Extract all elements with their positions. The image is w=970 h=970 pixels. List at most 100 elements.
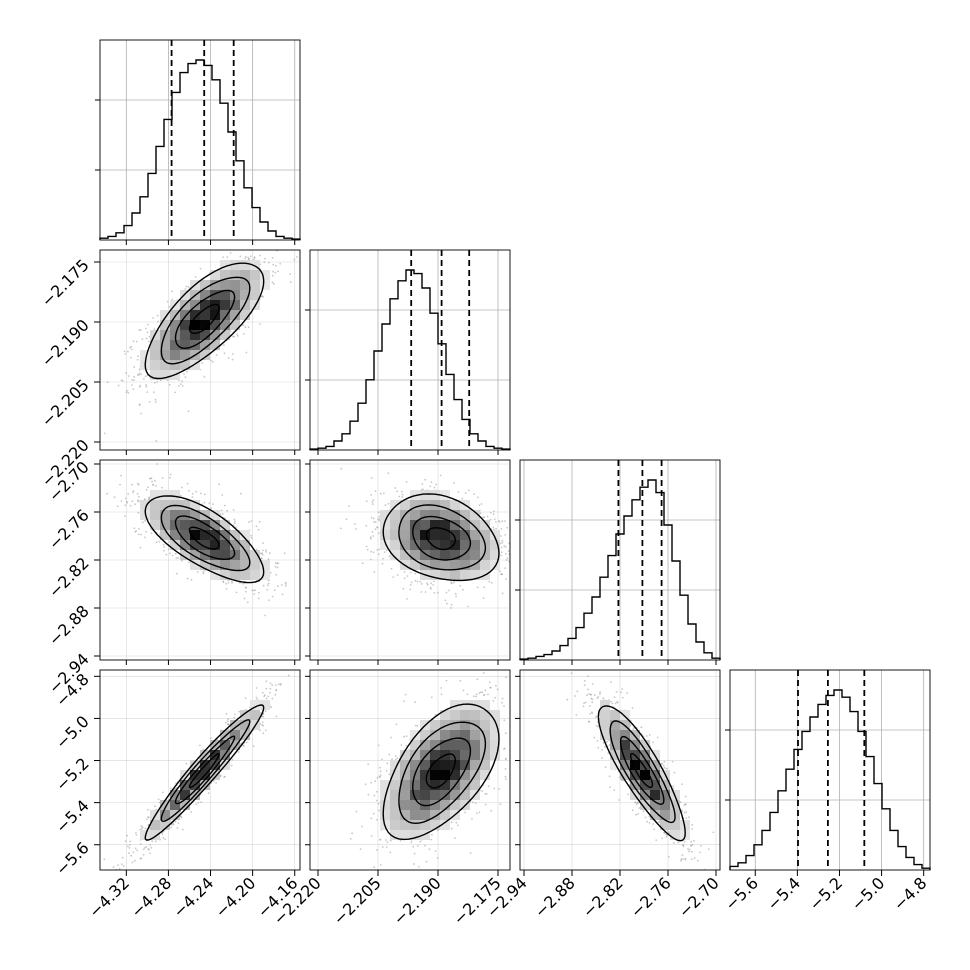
- sample-point: [108, 872, 110, 874]
- density-cell: [230, 570, 240, 580]
- sample-point: [145, 385, 148, 388]
- sample-point: [454, 592, 457, 595]
- sample-point: [275, 573, 278, 576]
- sample-point: [382, 557, 384, 560]
- density-cell: [470, 540, 480, 550]
- density-cell: [230, 310, 240, 320]
- density-cell: [410, 550, 420, 560]
- sample-point: [383, 551, 386, 553]
- density-cell: [250, 270, 260, 280]
- scatter-panel-3-0: [99, 669, 301, 874]
- sample-point: [143, 536, 146, 539]
- density-cell: [440, 540, 450, 550]
- sample-point: [131, 379, 134, 381]
- sample-point: [495, 527, 497, 530]
- sample-point: [186, 370, 188, 373]
- density-cell: [160, 340, 170, 350]
- sample-point: [228, 723, 230, 726]
- contour-level-0: [188, 303, 220, 335]
- density-cell: [380, 510, 390, 520]
- sample-point: [252, 745, 255, 748]
- sample-point: [113, 496, 116, 499]
- sample-point: [140, 373, 142, 376]
- contour-level-2: [398, 504, 487, 571]
- sample-point: [461, 497, 464, 500]
- sample-point: [175, 557, 178, 560]
- sample-point: [508, 553, 510, 555]
- density-cell: [170, 520, 180, 530]
- sample-point: [274, 271, 277, 274]
- density-cell: [220, 520, 230, 530]
- sample-point: [279, 262, 282, 265]
- sample-point: [191, 496, 194, 499]
- sample-point: [416, 580, 419, 583]
- density-cell: [250, 290, 260, 300]
- sample-point: [122, 865, 125, 867]
- sample-point: [250, 520, 253, 522]
- sample-point: [394, 487, 397, 489]
- sample-point: [236, 333, 239, 336]
- sample-point: [489, 511, 492, 514]
- sample-point: [271, 274, 274, 277]
- sample-point: [179, 494, 182, 497]
- sample-point: [139, 546, 142, 549]
- sample-point: [433, 592, 436, 594]
- density-cell: [190, 310, 200, 320]
- density-cell: [380, 530, 390, 540]
- density-cell: [480, 550, 490, 560]
- sample-point: [501, 592, 504, 595]
- density-cell: [150, 510, 160, 520]
- sample-point: [222, 580, 225, 583]
- sample-point: [370, 550, 372, 553]
- sample-point: [132, 851, 135, 854]
- sample-point: [503, 545, 506, 547]
- sample-point: [267, 584, 269, 587]
- sample-point: [199, 744, 201, 747]
- sample-point: [162, 549, 165, 552]
- sample-point: [149, 852, 152, 855]
- sample-point: [231, 582, 234, 584]
- density-cell: [410, 540, 420, 550]
- sample-point: [148, 497, 151, 500]
- sample-point: [355, 528, 357, 530]
- density-cell: [240, 280, 250, 290]
- density-cell: [240, 550, 250, 560]
- density-cell: [210, 270, 220, 280]
- sample-point: [373, 571, 376, 573]
- density-cell: [240, 570, 250, 580]
- density-cell: [180, 360, 190, 370]
- sample-point: [145, 327, 147, 330]
- sample-point: [233, 522, 236, 524]
- sample-point: [387, 472, 390, 475]
- density-cell: [220, 560, 230, 570]
- sample-point: [133, 379, 135, 382]
- density-cell: [180, 500, 190, 510]
- sample-point: [245, 586, 248, 589]
- density-cell: [450, 520, 460, 530]
- sample-point: [132, 340, 135, 343]
- sample-point: [379, 492, 382, 495]
- sample-point: [136, 358, 139, 361]
- sample-point: [185, 285, 188, 288]
- sample-point: [136, 374, 139, 376]
- sample-point: [419, 581, 422, 583]
- sample-point: [203, 375, 206, 378]
- density-cell: [200, 520, 210, 530]
- sample-point: [124, 504, 127, 507]
- density-cell: [170, 510, 180, 520]
- density-cell: [470, 550, 480, 560]
- sample-point: [372, 551, 375, 554]
- sample-point: [301, 594, 303, 596]
- sample-point: [162, 543, 165, 546]
- density-cell: [410, 520, 420, 530]
- sample-point: [167, 548, 170, 551]
- density-cell: [190, 320, 200, 330]
- sample-point: [134, 503, 137, 506]
- sample-point: [106, 492, 108, 495]
- sample-point: [262, 549, 264, 552]
- sample-point: [129, 346, 131, 349]
- sample-point: [188, 489, 190, 492]
- density-cell: [240, 270, 250, 280]
- sample-point: [138, 528, 140, 530]
- density-cell: [210, 340, 220, 350]
